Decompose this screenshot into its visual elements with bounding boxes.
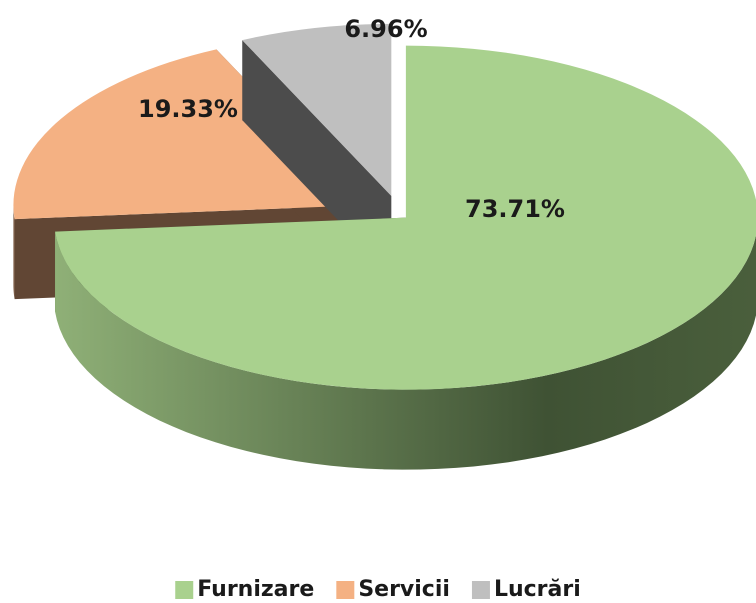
slice	[55, 45, 756, 390]
legend-label: Furnizare	[197, 577, 314, 602]
legend: Furnizare Servicii Lucrări	[175, 577, 581, 602]
slice	[242, 23, 392, 196]
legend-label: Lucrări	[494, 577, 581, 602]
pie: 73.71% 19.33% 6.96%	[13, 15, 756, 470]
slice-side	[242, 40, 392, 276]
data-label: 6.96%	[344, 15, 427, 43]
slice-wall	[13, 205, 15, 300]
slice	[13, 49, 366, 220]
data-label: 73.71%	[465, 195, 565, 223]
slice-wall	[55, 231, 756, 470]
legend-swatch	[336, 581, 355, 599]
data-label: 19.33%	[138, 95, 238, 123]
legend-swatch	[175, 581, 194, 599]
legend-swatch	[471, 581, 490, 599]
legend-label: Servicii	[358, 577, 450, 602]
